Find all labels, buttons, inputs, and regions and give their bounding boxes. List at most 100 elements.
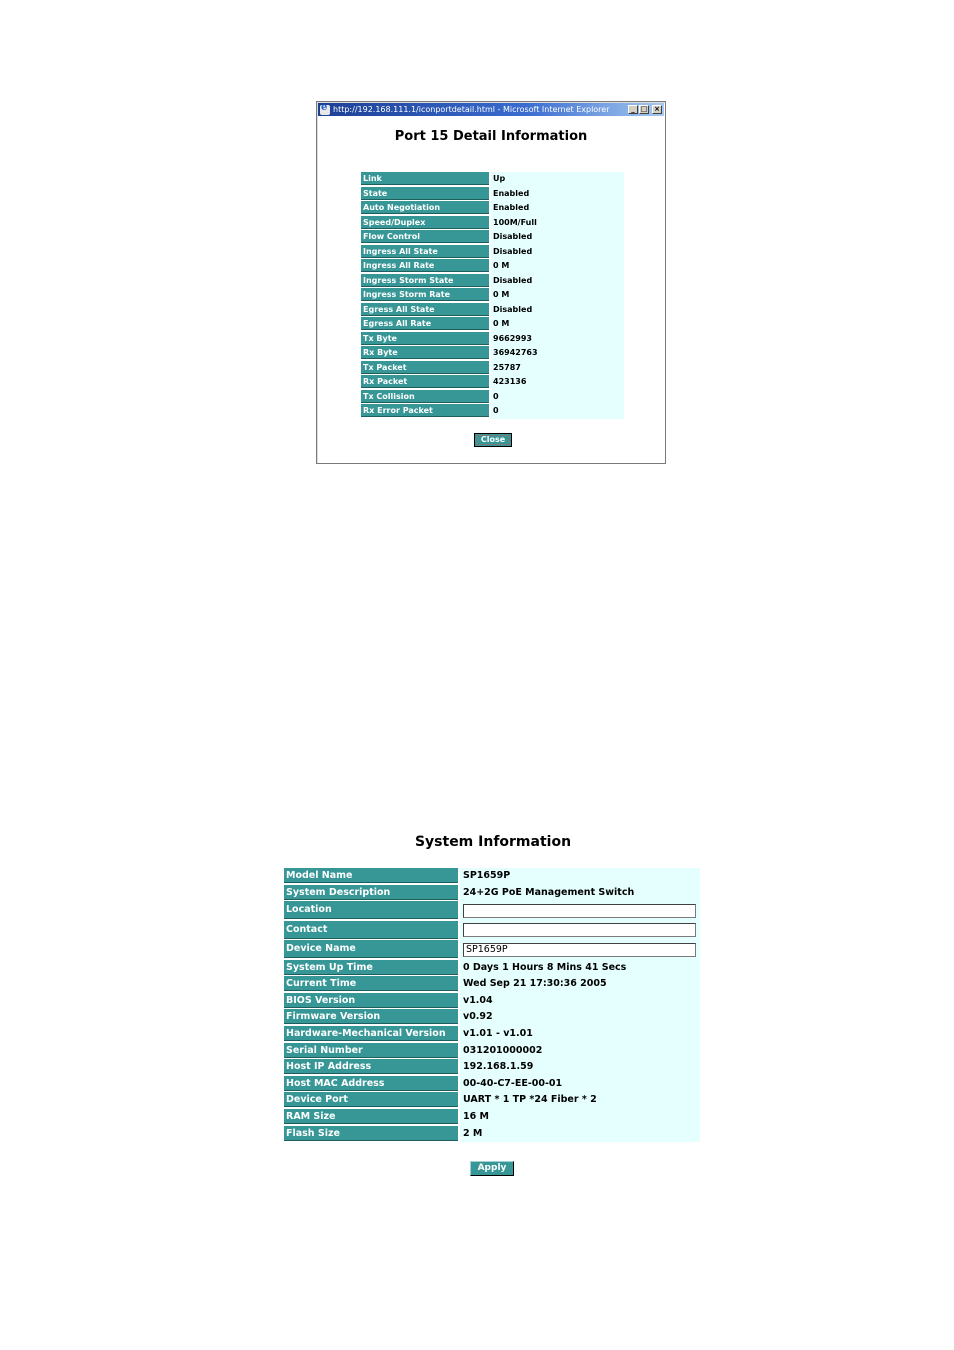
close-window-button[interactable]: × [652,105,662,114]
row-label-ingress-all-state: Ingress All State [361,244,489,258]
window-titlebar[interactable]: http://192.168.111.1/iconportdetail.html… [318,102,664,116]
table-row: Host MAC Address 00-40-C7-EE-00-01 [284,1075,700,1093]
row-label-tx-packet: Tx Packet [361,360,489,374]
row-label-state: State [361,186,489,200]
row-value-flash-size: 2 M [463,1127,483,1139]
system-information-panel: System Information Model Name SP1659P Syst… [283,828,703,1180]
row-value-cell-firmware-version: v0.92 [460,1009,700,1027]
table-row: Current Time Wed Sep 21 17:30:36 2005 [284,976,700,993]
row-label-contact: Contact [284,920,458,939]
row-value-system-up-time: 0 Days 1 Hours 8 Mins 41 Secs [463,961,627,973]
row-label-ram-size: RAM Size [284,1109,458,1125]
row-label-rx-byte: Rx Byte [361,346,489,359]
row-value-cell-model-name: SP1659P [460,868,700,885]
row-label-firmware-version: Firmware Version [284,1009,458,1025]
row-value-host-ip-address: 192.168.1.59 [463,1061,534,1073]
row-value-egress-all-rate: 0 M [491,317,624,332]
table-row: Location [284,901,700,921]
row-value-bios-version: v1.04 [463,994,493,1006]
table-row: Flow Control Disabled [361,230,624,245]
row-label-egress-all-rate: Egress All Rate [361,317,489,330]
row-label-rx-error-packet: Rx Error Packet [361,404,489,417]
location-input[interactable] [463,903,696,918]
row-value-cell-system-description: 24+2G PoE Management Switch [460,884,700,902]
contact-input[interactable] [463,923,696,938]
row-value-link: Up [491,172,624,187]
table-row: Link Up [361,172,624,187]
row-value-state: Enabled [491,186,624,201]
row-label-ingress-storm-state: Ingress Storm State [361,273,489,287]
table-row: Ingress Storm Rate 0 M [361,288,624,303]
row-value-cell-host-mac-address: 00-40-C7-EE-00-01 [460,1075,700,1093]
row-label-system-up-time: System Up Time [284,959,458,975]
row-label-ingress-all-rate: Ingress All Rate [361,259,489,272]
table-row: Egress All State Disabled [361,302,624,317]
row-label-rx-packet: Rx Packet [361,375,489,388]
row-value-cell-contact [460,920,700,941]
table-row: Flash Size 2 M [284,1125,700,1143]
row-value-cell-ram-size: 16 M [460,1109,700,1126]
table-row: Speed/Duplex 100M/Full [361,215,624,230]
table-row: System Description 24+2G PoE Management S… [284,884,700,902]
table-row: Auto Negotiation Enabled [361,201,624,216]
table-row: Hardware-Mechanical Version v1.01 - v1.01 [284,1026,700,1043]
row-value-ram-size: 16 M [463,1111,489,1123]
apply-button[interactable]: Apply [470,1161,514,1176]
table-row: Rx Packet 423136 [361,375,624,390]
table-row: RAM Size 16 M [284,1109,700,1126]
table-row: BIOS Version v1.04 [284,992,700,1010]
row-value-cell-system-up-time: 0 Days 1 Hours 8 Mins 41 Secs [460,959,700,977]
row-label-auto-negotiation: Auto Negotiation [361,201,489,214]
table-row: Tx Packet 25787 [361,360,624,375]
row-value-tx-packet: 25787 [491,360,624,375]
row-value-egress-all-state: Disabled [491,302,624,317]
row-value-cell-location [460,901,700,921]
row-value-tx-byte: 9662993 [491,331,624,346]
row-value-speed-duplex: 100M/Full [491,215,624,230]
row-label-host-ip-address: Host IP Address [284,1059,458,1075]
row-value-rx-error-packet: 0 [491,404,624,419]
table-row: System Up Time 0 Days 1 Hours 8 Mins 41 S… [284,959,700,977]
row-label-bios-version: BIOS Version [284,992,458,1008]
table-row: Host IP Address 192.168.1.59 [284,1059,700,1076]
table-row: Device Name SP1659P [284,940,700,960]
maximize-button[interactable]: □ [639,105,649,114]
row-value-ingress-all-rate: 0 M [491,259,624,274]
row-label-tx-byte: Tx Byte [361,331,489,345]
table-row: Device Port UART * 1 TP *24 Fiber * 2 [284,1092,700,1110]
row-label-ingress-storm-rate: Ingress Storm Rate [361,288,489,301]
device-name-input[interactable]: SP1659P [463,942,696,957]
table-row: Firmware Version v0.92 [284,1009,700,1027]
row-label-link: Link [361,172,489,185]
table-row: Rx Byte 36942763 [361,346,624,361]
row-value-ingress-all-state: Disabled [491,244,624,259]
row-value-current-time: Wed Sep 21 17:30:36 2005 [463,978,607,990]
row-value-flow-control: Disabled [491,230,624,245]
row-value-auto-negotiation: Enabled [491,201,624,216]
row-value-rx-byte: 36942763 [491,346,624,361]
window-client-area: Port 15 Detail Information Link Up State En… [318,117,664,462]
row-value-device-port: UART * 1 TP *24 Fiber * 2 [463,1094,597,1106]
row-value-cell-flash-size: 2 M [460,1125,700,1143]
row-value-cell-current-time: Wed Sep 21 17:30:36 2005 [460,976,700,993]
table-row: Ingress All State Disabled [361,244,624,259]
row-value-rx-packet: 423136 [491,375,624,390]
close-button[interactable]: Close [474,433,512,447]
minimize-button[interactable]: _ [628,105,638,114]
table-row: Tx Byte 9662993 [361,331,624,346]
table-row: Egress All Rate 0 M [361,317,624,332]
row-value-system-description: 24+2G PoE Management Switch [463,886,635,898]
row-value-cell-hardware-mechanical-version: v1.01 - v1.01 [460,1026,700,1043]
row-label-flash-size: Flash Size [284,1125,458,1141]
row-label-serial-number: Serial Number [284,1042,458,1058]
row-label-device-port: Device Port [284,1092,458,1108]
page-title: System Information [414,834,572,850]
table-row: Serial Number 031201000002 [284,1042,700,1060]
port-detail-window: http://192.168.111.1/iconportdetail.html… [316,101,666,464]
row-label-flow-control: Flow Control [361,230,489,243]
table-row: Rx Error Packet 0 [361,404,624,419]
row-label-system-description: System Description [284,884,458,900]
row-label-speed-duplex: Speed/Duplex [361,215,489,229]
row-value-hardware-mechanical-version: v1.01 - v1.01 [463,1028,533,1040]
table-row: Tx Collision 0 [361,389,624,404]
